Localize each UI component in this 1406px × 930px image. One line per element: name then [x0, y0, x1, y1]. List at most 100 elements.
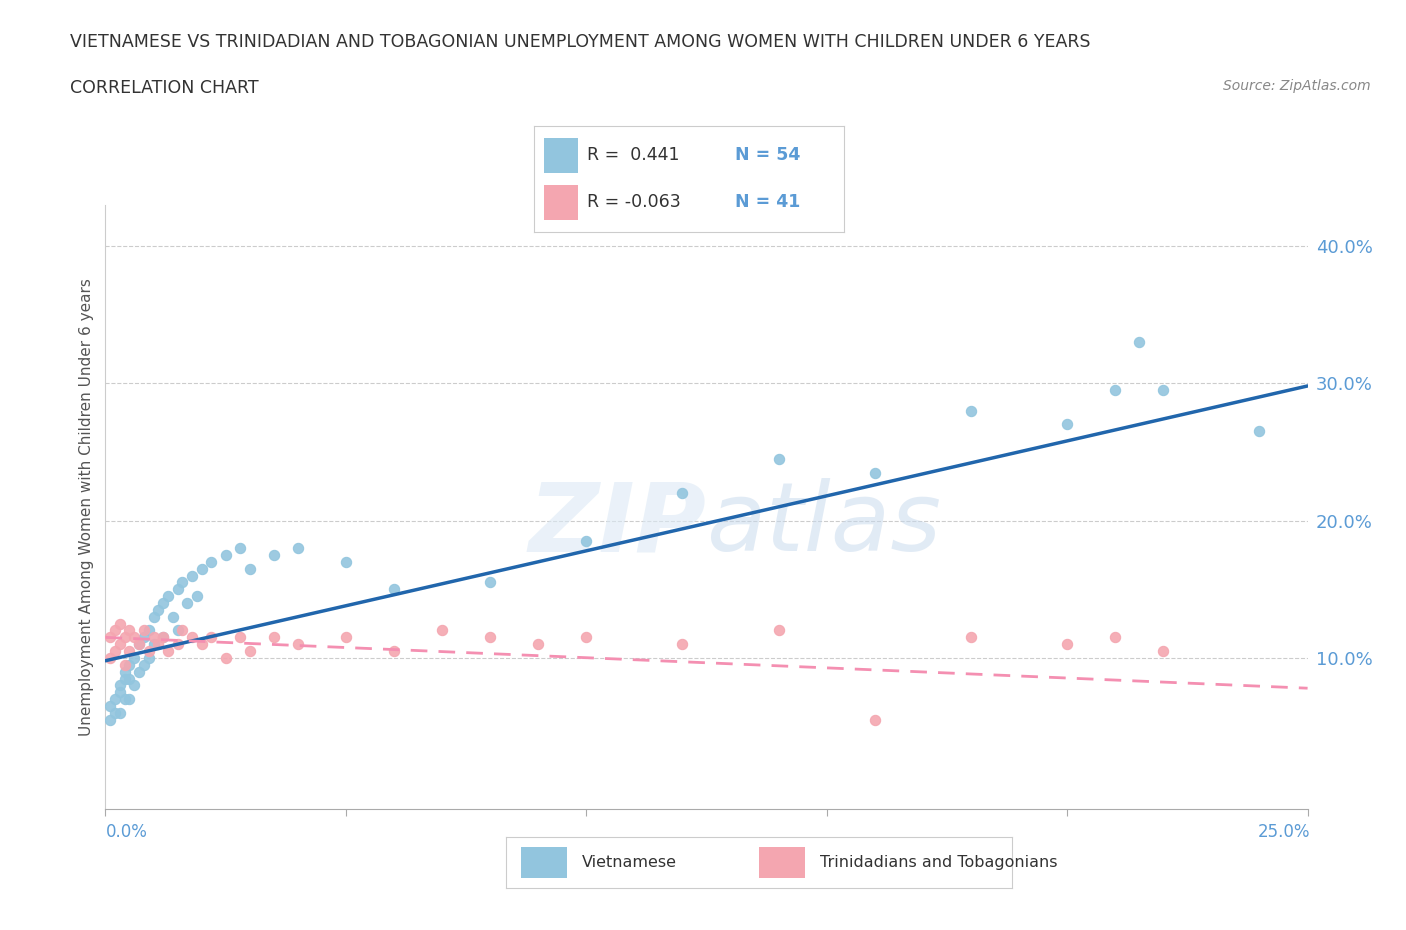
Point	[128, 664, 150, 679]
Point	[1056, 637, 1078, 652]
Point	[142, 637, 165, 652]
Point	[527, 637, 550, 652]
Point	[152, 595, 174, 610]
Text: atlas: atlas	[707, 479, 942, 571]
Point	[1128, 335, 1150, 350]
Point	[156, 589, 179, 604]
Text: Source: ZipAtlas.com: Source: ZipAtlas.com	[1223, 79, 1371, 93]
Point	[214, 651, 236, 666]
Point	[1249, 424, 1271, 439]
Point	[128, 637, 150, 652]
Point	[104, 623, 127, 638]
Point	[148, 637, 170, 652]
Point	[114, 658, 136, 672]
Point	[263, 548, 285, 563]
Point	[166, 582, 188, 597]
Point	[229, 540, 252, 555]
Text: CORRELATION CHART: CORRELATION CHART	[70, 79, 259, 97]
Point	[104, 706, 127, 721]
Point	[671, 637, 693, 652]
Point	[98, 712, 121, 727]
Point	[200, 554, 222, 569]
Y-axis label: Unemployment Among Women with Children Under 6 years: Unemployment Among Women with Children U…	[79, 278, 94, 736]
Point	[108, 706, 131, 721]
Bar	[522, 847, 567, 878]
Point	[162, 609, 184, 624]
Point	[335, 630, 357, 644]
Point	[118, 658, 141, 672]
Point	[430, 623, 453, 638]
Point	[118, 623, 141, 638]
Point	[108, 617, 131, 631]
Point	[132, 658, 155, 672]
Point	[335, 554, 357, 569]
Point	[186, 589, 208, 604]
Point	[118, 644, 141, 658]
Point	[960, 630, 983, 644]
Point	[239, 644, 262, 658]
Bar	[759, 847, 804, 878]
Point	[152, 630, 174, 644]
Point	[287, 540, 309, 555]
Text: N = 54: N = 54	[735, 146, 800, 164]
Point	[166, 637, 188, 652]
Point	[479, 575, 502, 590]
Point	[1056, 417, 1078, 432]
Point	[124, 630, 146, 644]
Point	[181, 568, 204, 583]
Point	[138, 651, 160, 666]
Point	[114, 630, 136, 644]
Point	[287, 637, 309, 652]
Point	[142, 609, 165, 624]
Point	[104, 644, 127, 658]
Text: 0.0%: 0.0%	[105, 823, 148, 841]
Point	[575, 534, 598, 549]
Point	[181, 630, 204, 644]
Point	[98, 630, 121, 644]
Point	[863, 465, 886, 480]
Point	[768, 623, 790, 638]
Point	[671, 485, 693, 500]
Point	[114, 664, 136, 679]
Point	[118, 692, 141, 707]
Point	[863, 712, 886, 727]
Point	[1152, 644, 1174, 658]
Text: Trinidadians and Tobagonians: Trinidadians and Tobagonians	[820, 855, 1057, 870]
Point	[104, 692, 127, 707]
Point	[156, 644, 179, 658]
Point	[114, 671, 136, 686]
Point	[768, 451, 790, 466]
Point	[960, 404, 983, 418]
Point	[124, 678, 146, 693]
Point	[166, 623, 188, 638]
Point	[263, 630, 285, 644]
Point	[229, 630, 252, 644]
Point	[132, 623, 155, 638]
Text: ZIP: ZIP	[529, 479, 707, 571]
Bar	[544, 185, 578, 219]
Point	[176, 595, 198, 610]
Point	[118, 671, 141, 686]
Point	[108, 637, 131, 652]
Point	[200, 630, 222, 644]
Point	[575, 630, 598, 644]
Text: Vietnamese: Vietnamese	[582, 855, 678, 870]
Point	[142, 630, 165, 644]
Point	[1104, 630, 1126, 644]
Point	[98, 698, 121, 713]
Point	[138, 623, 160, 638]
Text: VIETNAMESE VS TRINIDADIAN AND TOBAGONIAN UNEMPLOYMENT AMONG WOMEN WITH CHILDREN : VIETNAMESE VS TRINIDADIAN AND TOBAGONIAN…	[70, 33, 1091, 50]
Point	[239, 561, 262, 576]
Point	[1104, 382, 1126, 397]
Point	[172, 575, 194, 590]
Text: R = -0.063: R = -0.063	[586, 193, 681, 211]
Point	[138, 644, 160, 658]
Point	[98, 651, 121, 666]
Point	[132, 630, 155, 644]
Point	[152, 630, 174, 644]
Point	[382, 644, 405, 658]
Point	[128, 637, 150, 652]
Point	[108, 678, 131, 693]
Point	[172, 623, 194, 638]
Point	[114, 692, 136, 707]
